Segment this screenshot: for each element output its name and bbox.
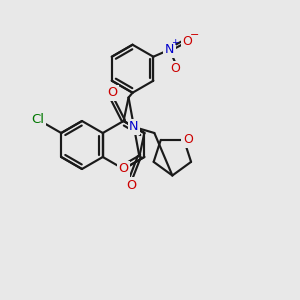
Text: N: N [165, 43, 174, 56]
Text: N: N [129, 121, 139, 134]
Text: O: O [183, 134, 193, 146]
Text: O: O [182, 35, 192, 48]
Text: O: O [108, 86, 118, 99]
Text: O: O [170, 62, 180, 75]
Text: O: O [118, 163, 129, 176]
Text: O: O [126, 178, 136, 192]
Text: −: − [190, 30, 199, 40]
Text: Cl: Cl [31, 113, 44, 126]
Text: +: + [171, 38, 178, 47]
